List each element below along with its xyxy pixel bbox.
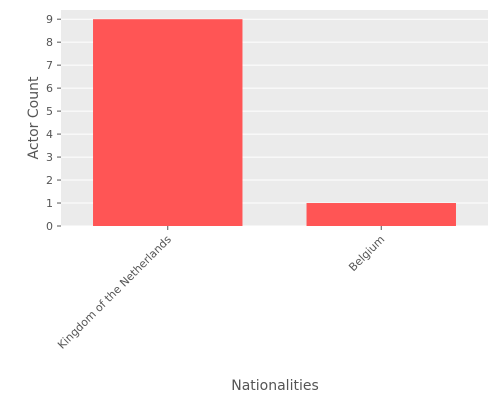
x-axis-ticks: Kingdom of the Netherlands Belgium [55,226,387,352]
y-axis-title: Actor Count [26,76,42,159]
y-tick-label: 2 [46,174,53,187]
y-axis-ticks: 0 1 2 3 4 5 6 7 8 9 [46,13,61,233]
bar [306,203,456,226]
x-tick-label: Kingdom of the Netherlands [55,233,174,352]
y-tick-label: 6 [46,82,53,95]
y-tick-label: 7 [46,59,53,72]
y-tick-label: 1 [46,197,53,210]
y-tick-label: 5 [46,105,53,118]
y-tick-label: 4 [46,128,53,141]
y-tick-label: 3 [46,151,53,164]
x-tick-label: Belgium [346,233,387,274]
bar [93,19,243,226]
x-axis-title: Nationalities [231,378,319,394]
y-tick-label: 0 [46,220,53,233]
y-tick-label: 8 [46,36,53,49]
y-tick-label: 9 [46,13,53,26]
bars [93,19,456,226]
